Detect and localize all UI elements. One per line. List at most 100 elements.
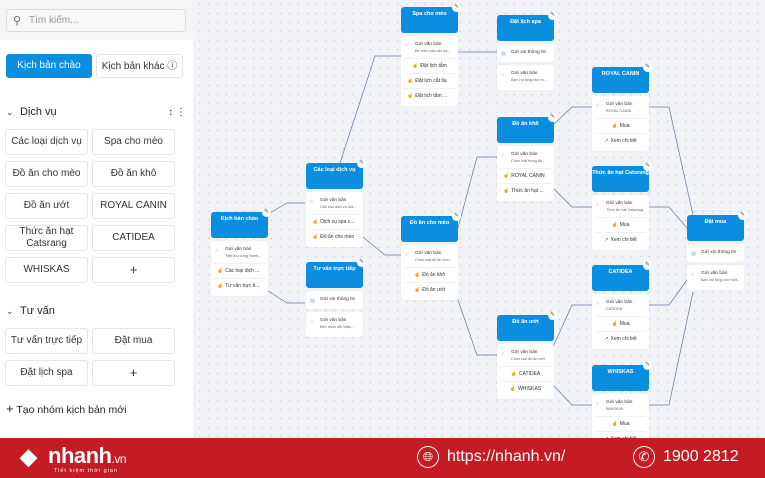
send-text-block[interactable]: ○ Gửi văn bản Bạn vui lòng chờ m... xyxy=(500,68,551,87)
script-item[interactable]: Các loại dịch vụ xyxy=(5,129,88,155)
flow-node-kbc[interactable]: Kịch bản chào ✎ ○ Gửi văn bản Tiếp thu cùng … xyxy=(211,208,271,296)
node-header[interactable]: ROYAL CANIN ✎ xyxy=(592,63,652,93)
send-text-block[interactable]: ○ Gửi văn bản Các loại dịch vụ mà... xyxy=(309,195,360,214)
send-text-block[interactable]: ○ Gửi văn bản Chọn loại đồ ăn cho... xyxy=(404,248,455,267)
send-text-block[interactable]: ○ Gửi văn bản Chọn loại trong đồ... xyxy=(500,149,551,168)
flow-canvas[interactable]: Kịch bản chào ✎ ○ Gửi văn bản Tiếp thu cùng … xyxy=(195,0,765,438)
send-text-block[interactable]: ○ Gửi văn bản Chọn loại đồ ăn ướt. xyxy=(500,347,551,366)
reply-button[interactable]: ☝ Các loại dịch ... xyxy=(214,263,265,278)
link-button[interactable]: ↗Xem chi tiết xyxy=(595,232,646,247)
reply-button[interactable]: ☝ Đặt lịch tắm ... xyxy=(404,88,455,103)
send-text-block[interactable]: ○ Gửi văn bản Thức ăn hạt Catsrang xyxy=(595,198,646,217)
send-text-block[interactable]: ○ Gửi văn bản WHISKAS xyxy=(595,397,646,416)
node-header[interactable]: Các loại dịch vụ ✎ xyxy=(306,159,366,189)
edit-icon[interactable]: ✎ xyxy=(548,11,557,20)
edit-icon[interactable]: ✎ xyxy=(643,261,652,270)
link-button[interactable]: ↗Xem chi tiết xyxy=(595,431,646,438)
node-header[interactable]: Tư vấn trực tiếp ✎ xyxy=(306,258,366,288)
node-header[interactable]: Đồ ăn khô ✎ xyxy=(497,113,557,143)
flow-node-dacm[interactable]: Đồ ăn cho mèo ✎ ○ Gửi văn bản Chọn loại đồ ă… xyxy=(401,212,461,300)
reply-button[interactable]: ☝ Đặt lịch cắt tỉa xyxy=(404,73,455,88)
node-header[interactable]: Thức ăn hạt Catsrang ✎ xyxy=(592,162,652,192)
script-item[interactable]: ROYAL CANIN xyxy=(92,193,175,219)
flow-node-tvtt[interactable]: Tư vấn trực tiếp ✎ ▤ Gửi xin thông tin ○ Gửi … xyxy=(306,258,366,337)
script-item[interactable]: CATIDEA xyxy=(92,225,175,251)
flow-node-cat[interactable]: CATIDEA ✎ ○ Gửi văn bản CATIDEA ☝ Mua ↗ Xem chi … xyxy=(592,261,652,349)
node-header[interactable]: CATIDEA ✎ xyxy=(592,261,652,291)
add-script-button[interactable]: + xyxy=(92,360,175,386)
reply-button[interactable]: ☝ Mua xyxy=(595,316,646,331)
script-item[interactable]: Thức ăn hạt Catsrang xyxy=(5,225,88,251)
script-item[interactable]: Đặt lịch spa xyxy=(5,360,88,386)
edit-icon[interactable]: ✎ xyxy=(357,159,366,168)
node-header[interactable]: Kịch bản chào ✎ xyxy=(211,208,271,238)
flow-node-dm[interactable]: Đặt mua ✎ ▤ Gửi xin thông tin ○ Gửi văn bản Bạ… xyxy=(687,211,747,290)
search-input[interactable]: ⚲ Tìm kiếm... xyxy=(6,9,186,32)
group-header-services[interactable]: ⌄ Dịch vụ xyxy=(6,106,57,118)
node-header[interactable]: Đặt lịch spa ✎ xyxy=(497,11,557,41)
script-item[interactable]: Tư vấn trực tiếp xyxy=(5,328,88,354)
reply-button[interactable]: ☝ Đồ ăn khô xyxy=(404,267,455,282)
reply-button[interactable]: ☝ Đặt lịch tắm xyxy=(404,58,455,73)
send-text-block[interactable]: ○ Gửi văn bản Bé mèo của các bạ... xyxy=(404,39,455,58)
reply-button[interactable]: ☝ CATIDEA xyxy=(500,366,551,381)
sort-icon[interactable]: ↕ xyxy=(168,107,174,118)
script-item[interactable]: WHISKAS xyxy=(5,257,88,283)
send-text-block[interactable]: ○ Gửi văn bản Bạn vui lòng chờ một... xyxy=(690,268,741,287)
reply-button[interactable]: ☝ Dịch vụ spa c... xyxy=(309,214,360,229)
tab-greeting-script[interactable]: Kịch bản chào xyxy=(6,54,92,78)
flow-node-cldv[interactable]: Các loại dịch vụ ✎ ○ Gửi văn bản Các loại dị… xyxy=(306,159,366,247)
group-actions[interactable]: ↕ ⋮ xyxy=(168,107,186,118)
node-header[interactable]: WHISKAS ✎ xyxy=(592,361,652,391)
request-info-block[interactable]: ▤ Gửi xin thông tin xyxy=(309,294,360,306)
flow-node-dls[interactable]: Đặt lịch spa ✎ ▤ Gửi xin thông tin ○ Gửi văn … xyxy=(497,11,557,90)
edit-icon[interactable]: ✎ xyxy=(643,361,652,370)
reply-button[interactable]: ☝ Đồ ăn ướt xyxy=(404,282,455,297)
edit-icon[interactable]: ✎ xyxy=(452,3,461,12)
reply-button[interactable]: ☝ Thức ăn hạt ... xyxy=(500,183,551,198)
phone-link[interactable]: ✆ 1900 2812 xyxy=(633,446,739,468)
reply-button[interactable]: ☝ ROYAL CANIN xyxy=(500,168,551,183)
flow-node-dak[interactable]: Đồ ăn khô ✎ ○ Gửi văn bản Chọn loại trong đồ… xyxy=(497,113,557,201)
edit-icon[interactable]: ✎ xyxy=(548,311,557,320)
node-header[interactable]: Spa cho mèo ✎ xyxy=(401,3,461,33)
edit-icon[interactable]: ✎ xyxy=(738,211,747,220)
reply-button[interactable]: ☝ WHISKAS xyxy=(500,381,551,396)
edit-icon[interactable]: ✎ xyxy=(643,162,652,171)
flow-node-tah[interactable]: Thức ăn hạt Catsrang ✎ ○ Gửi văn bản Thức ăn… xyxy=(592,162,652,250)
reply-button[interactable]: ☝ Mua xyxy=(595,217,646,232)
script-item[interactable]: Đồ ăn ướt xyxy=(5,193,88,219)
node-header[interactable]: Đồ ăn ướt ✎ xyxy=(497,311,557,341)
add-script-button[interactable]: + xyxy=(92,257,175,283)
script-item[interactable]: Đặt mua xyxy=(92,328,175,354)
link-button[interactable]: ↗Xem chi tiết xyxy=(595,133,646,148)
website-link[interactable]: 🌐︎ https://nhanh.vn/ xyxy=(417,446,565,468)
edit-icon[interactable]: ✎ xyxy=(452,212,461,221)
script-item[interactable]: Đồ ăn cho mèo xyxy=(5,161,88,187)
new-group-button[interactable]: + Tạo nhóm kịch bản mới xyxy=(6,401,127,416)
reply-button[interactable]: ☝ Mua xyxy=(595,118,646,133)
edit-icon[interactable]: ✎ xyxy=(262,208,271,217)
send-text-block[interactable]: ○ Gửi văn bản ROYAL CANIN xyxy=(595,99,646,118)
edit-icon[interactable]: ✎ xyxy=(357,258,366,267)
reply-button[interactable]: ☝ Tư vấn trực ti... xyxy=(214,278,265,293)
tab-other-scripts[interactable]: Kịch bản khác ⓘ xyxy=(96,54,183,78)
node-header[interactable]: Đồ ăn cho mèo ✎ xyxy=(401,212,461,242)
node-header[interactable]: Đặt mua ✎ xyxy=(687,211,747,241)
reply-button[interactable]: ☝ Mua xyxy=(595,416,646,431)
reply-button[interactable]: ☝ Đồ ăn cho mèo xyxy=(309,229,360,244)
script-item[interactable]: Spa cho mèo xyxy=(92,129,175,155)
flow-node-spa[interactable]: Spa cho mèo ✎ ○ Gửi văn bản Bé mèo của các b… xyxy=(401,3,461,106)
send-text-block[interactable]: ○ Gửi văn bản Tiếp thu cùng Hạnh... xyxy=(214,244,265,263)
send-text-block[interactable]: ○ Gửi văn bản Bên mình đã nhận... xyxy=(309,315,360,334)
edit-icon[interactable]: ✎ xyxy=(548,113,557,122)
send-text-block[interactable]: ○ Gửi văn bản CATIDEA xyxy=(595,297,646,316)
group-header-consult[interactable]: ⌄ Tư vấn xyxy=(6,305,55,317)
request-info-block[interactable]: ▤ Gửi xin thông tin xyxy=(500,47,551,59)
flow-node-dau[interactable]: Đồ ăn ướt ✎ ○ Gửi văn bản Chọn loại đồ ăn ướ… xyxy=(497,311,557,399)
edit-icon[interactable]: ✎ xyxy=(643,63,652,72)
request-info-block[interactable]: ▤ Gửi xin thông tin xyxy=(690,247,741,259)
flow-node-rc[interactable]: ROYAL CANIN ✎ ○ Gửi văn bản ROYAL CANIN ☝ Mua ↗… xyxy=(592,63,652,151)
link-button[interactable]: ↗Xem chi tiết xyxy=(595,331,646,346)
